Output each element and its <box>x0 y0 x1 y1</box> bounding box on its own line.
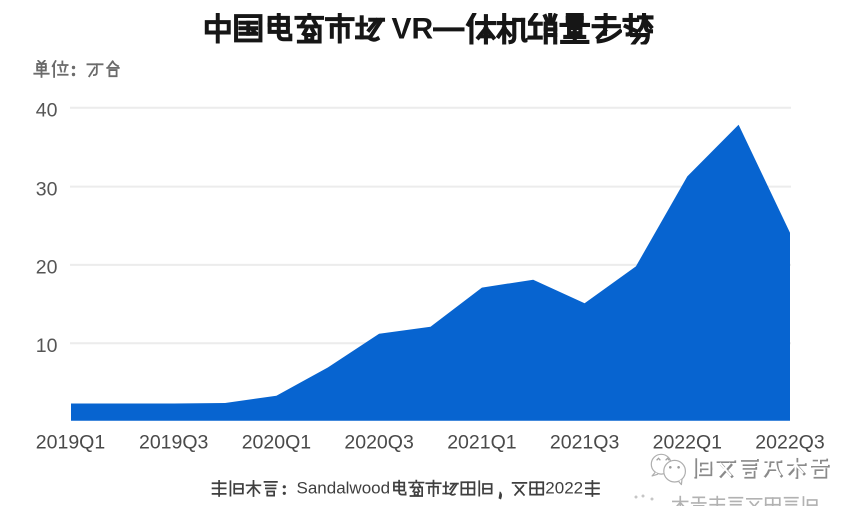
svg-text:2019Q3: 2019Q3 <box>139 432 208 454</box>
svg-text:20: 20 <box>36 257 58 279</box>
svg-text:2020Q3: 2020Q3 <box>344 432 413 454</box>
svg-text:VR: VR <box>392 13 434 46</box>
svg-text:2022Q1: 2022Q1 <box>653 432 722 454</box>
svg-text:2021Q1: 2021Q1 <box>447 432 516 454</box>
svg-text:2019Q1: 2019Q1 <box>36 432 105 454</box>
svg-text:40: 40 <box>36 100 58 122</box>
svg-text:2022: 2022 <box>545 479 583 498</box>
svg-text:2022Q3: 2022Q3 <box>755 432 824 454</box>
svg-text:Sandalwood: Sandalwood <box>297 479 391 498</box>
svg-text:30: 30 <box>36 178 58 200</box>
svg-text:2021Q3: 2021Q3 <box>550 432 619 454</box>
svg-text:10: 10 <box>36 335 58 357</box>
svg-text:2020Q1: 2020Q1 <box>242 432 311 454</box>
